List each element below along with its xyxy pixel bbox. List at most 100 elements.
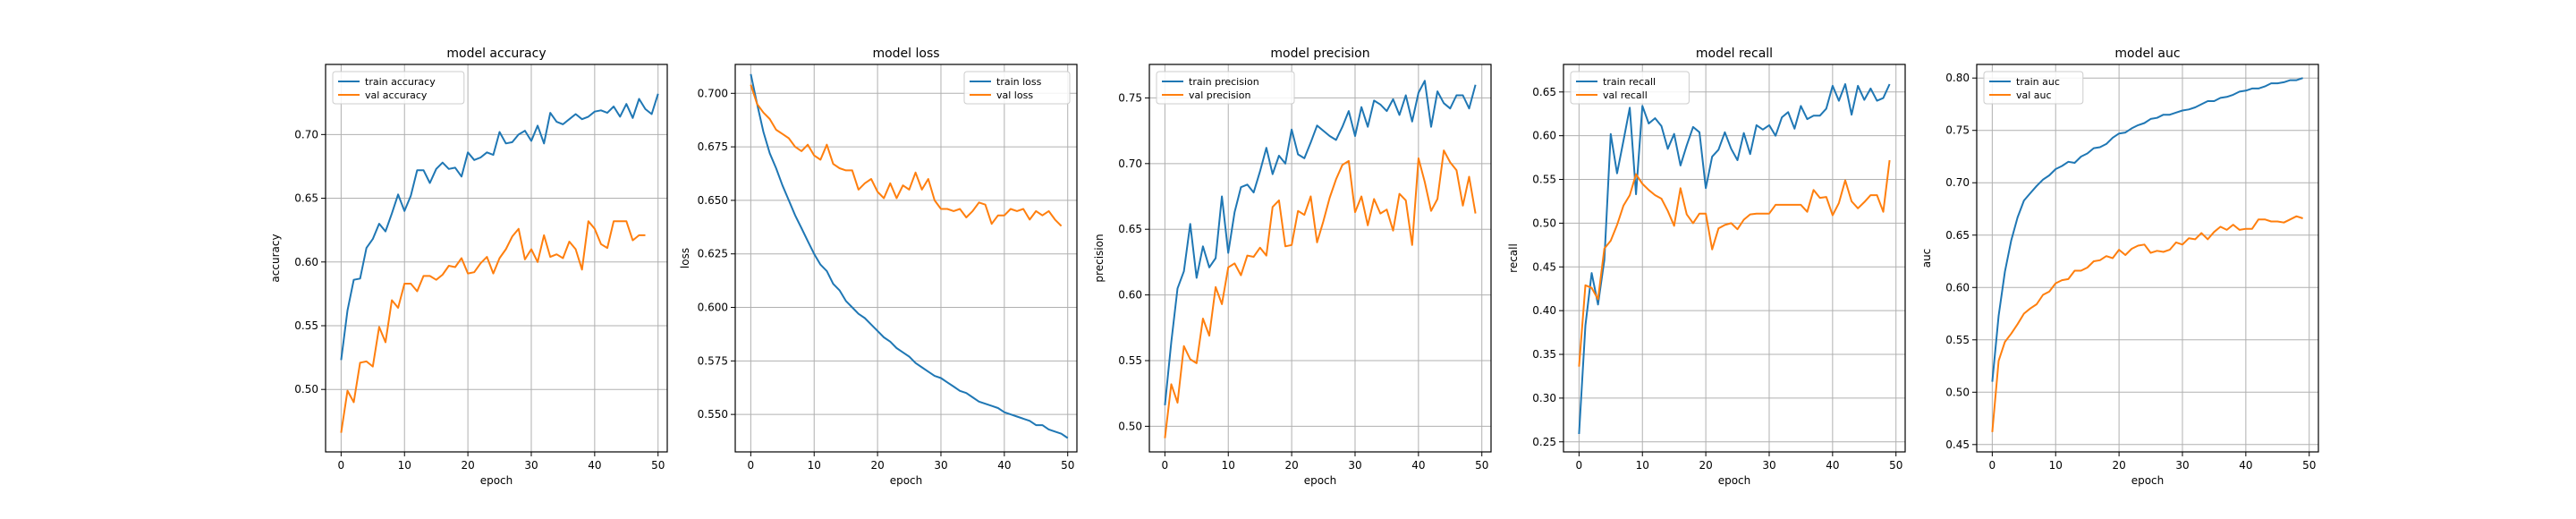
legend-label: train auc: [2016, 76, 2060, 88]
x-tick-label: 50: [651, 459, 665, 472]
x-tick-label: 0: [1989, 459, 1996, 472]
x-tick-label: 0: [1162, 459, 1169, 472]
y-tick-label: 0.70: [1945, 176, 1970, 189]
y-axis-label: accuracy: [269, 234, 282, 282]
series-line-train-auc: [1991, 77, 2303, 382]
chart-title: model loss: [872, 47, 939, 61]
y-tick-label: 0.60: [1945, 281, 1970, 294]
y-axis-label: auc: [1920, 249, 1933, 268]
y-tick-label: 0.55: [1118, 354, 1142, 367]
y-tick-label: 0.600: [698, 302, 728, 314]
legend-label: val auc: [2016, 89, 2052, 101]
y-tick-label: 0.65: [1118, 223, 1142, 235]
chart-3: 0 10 20 30 40 50 0.50 0.55 0.60 0.65 0.70 0.75 model…: [1093, 47, 1492, 487]
chart-title: model recall: [1696, 47, 1773, 61]
y-tick-label: 0.675: [698, 140, 728, 153]
y-tick-label: 0.50: [1945, 386, 1970, 398]
y-tick-label: 0.625: [698, 248, 728, 260]
legend-label: val recall: [1603, 89, 1648, 101]
x-axis-label: epoch: [2131, 474, 2165, 487]
x-axis-label: epoch: [1718, 474, 1751, 487]
y-tick-label: 0.60: [1118, 289, 1142, 302]
series-line-val-precision: [1164, 149, 1477, 438]
series-line-train-loss: [750, 73, 1069, 439]
x-tick-label: 30: [934, 459, 947, 472]
axes-frame: [325, 64, 668, 453]
x-tick-label: 30: [1348, 459, 1361, 472]
y-tick-label: 0.75: [1945, 124, 1970, 137]
series-line-val-accuracy: [340, 220, 646, 433]
y-tick-label: 0.45: [1945, 438, 1970, 451]
y-tick-label: 0.575: [698, 354, 728, 367]
legend-label: train accuracy: [365, 76, 436, 88]
series-line-val-auc: [1991, 215, 2303, 432]
legend-box: [1570, 71, 1690, 105]
x-tick-label: 20: [870, 459, 884, 472]
legend-label: train precision: [1189, 76, 1259, 88]
y-tick-label: 0.50: [1532, 217, 1556, 229]
x-axis-label: epoch: [480, 474, 513, 487]
y-tick-label: 0.45: [1532, 260, 1556, 273]
series-line-val-loss: [750, 84, 1063, 227]
x-tick-label: 10: [1222, 459, 1235, 472]
x-axis-label: epoch: [1304, 474, 1337, 487]
axes-frame: [1976, 64, 2319, 453]
series-line-val-recall: [1578, 159, 1891, 367]
y-tick-label: 0.65: [1945, 229, 1970, 242]
x-tick-label: 10: [2049, 459, 2063, 472]
x-tick-label: 0: [1576, 459, 1583, 472]
legend-label: val accuracy: [365, 89, 428, 101]
y-tick-label: 0.70: [1118, 157, 1142, 170]
x-tick-label: 10: [1636, 459, 1649, 472]
legend-box: [332, 71, 465, 105]
series-line-train-recall: [1578, 83, 1891, 435]
legend-label: train recall: [1603, 76, 1656, 88]
x-tick-label: 40: [997, 459, 1011, 472]
y-axis-label: loss: [679, 248, 691, 268]
x-tick-label: 50: [1889, 459, 1902, 472]
x-tick-label: 20: [461, 459, 474, 472]
chart-4: 0 10 20 30 40 50 0.25 0.30 0.35 0.40 0.45 0.50 0.55 0…: [1507, 47, 1906, 487]
x-tick-label: 50: [1061, 459, 1074, 472]
x-tick-label: 40: [588, 459, 601, 472]
x-tick-label: 30: [1762, 459, 1775, 472]
y-tick-label: 0.70: [294, 128, 318, 140]
axes-frame: [1563, 64, 1906, 453]
x-tick-label: 20: [1284, 459, 1298, 472]
y-tick-label: 0.80: [1945, 72, 1970, 84]
x-tick-label: 30: [524, 459, 538, 472]
y-tick-label: 0.650: [698, 194, 728, 207]
y-tick-label: 0.65: [1532, 86, 1556, 98]
y-tick-label: 0.25: [1532, 436, 1556, 448]
chart-title: model precision: [1270, 47, 1369, 61]
axes-frame: [734, 64, 1078, 453]
y-tick-label: 0.60: [1532, 130, 1556, 142]
chart-2: 0 10 20 30 40 50 0.550 0.575 0.600 0.625 0.650 0.67…: [679, 47, 1078, 487]
y-tick-label: 0.50: [1118, 420, 1142, 432]
series-line-train-accuracy: [340, 93, 659, 361]
y-tick-label: 0.60: [294, 256, 318, 268]
x-tick-label: 40: [2239, 459, 2252, 472]
y-tick-label: 0.550: [698, 408, 728, 421]
y-axis-label: recall: [1507, 243, 1520, 273]
legend-label: val precision: [1189, 89, 1250, 101]
y-tick-label: 0.75: [1118, 91, 1142, 104]
x-tick-label: 10: [398, 459, 411, 472]
axes-frame: [1148, 64, 1492, 453]
chart-5: 0 10 20 30 40 50 0.45 0.50 0.55 0.60 0.65 0.70 0.75 0…: [1920, 47, 2319, 487]
y-tick-label: 0.65: [294, 192, 318, 205]
legend-label: val loss: [996, 89, 1033, 101]
x-tick-label: 50: [1475, 459, 1488, 472]
y-tick-label: 0.40: [1532, 304, 1556, 317]
series-line-train-precision: [1164, 80, 1477, 406]
x-tick-label: 20: [2112, 459, 2125, 472]
y-tick-label: 0.35: [1532, 348, 1556, 361]
legend-label: train loss: [996, 76, 1042, 88]
